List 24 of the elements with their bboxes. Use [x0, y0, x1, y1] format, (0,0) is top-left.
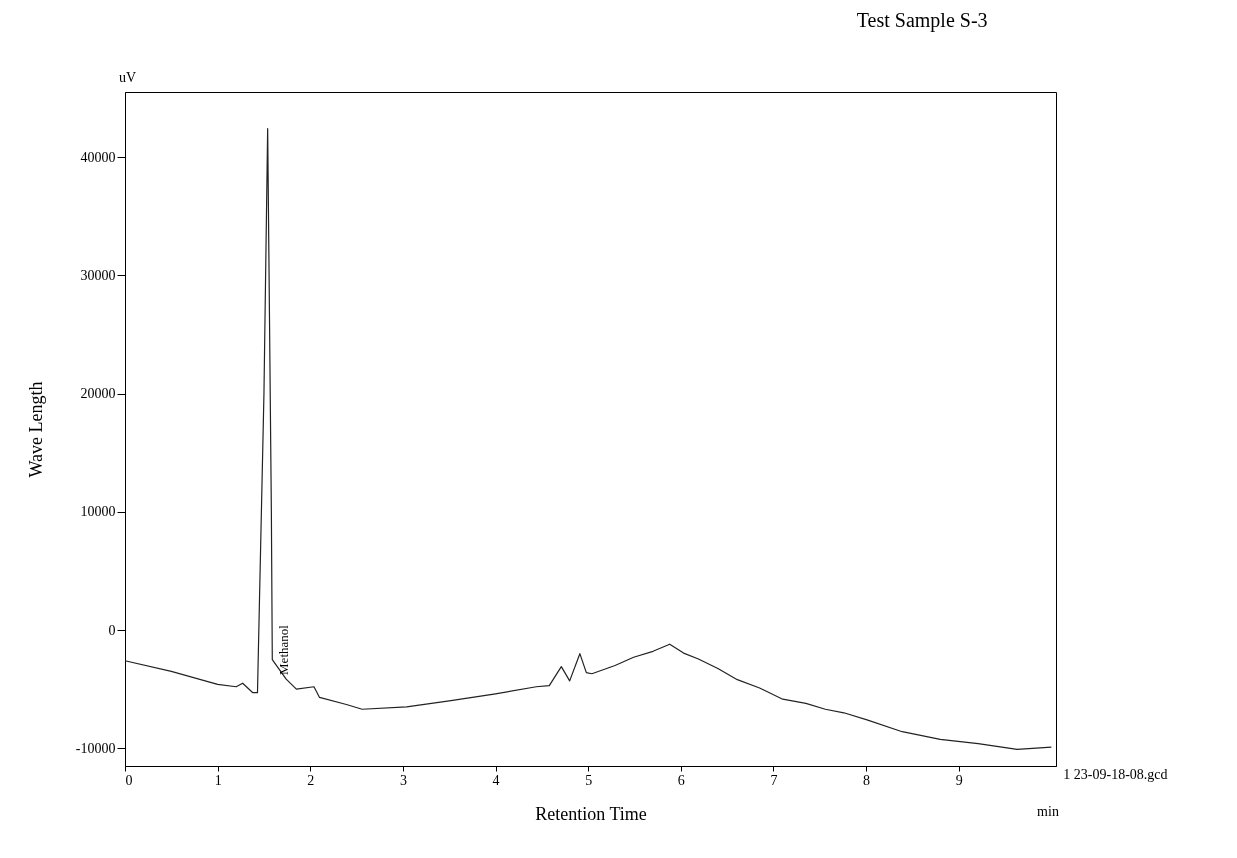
annotation: Methanol — [276, 624, 292, 675]
x-tick-label: 4 — [492, 772, 500, 788]
x-tick-label: 3 — [399, 772, 407, 788]
x-tick-label: 2 — [307, 772, 315, 788]
line-series — [124, 128, 1052, 751]
x-tick-label: 9 — [955, 772, 963, 788]
y-tick-label: 10000 — [80, 504, 116, 520]
y-tick-label: 20000 — [80, 386, 116, 402]
x-tick-label: 5 — [585, 772, 593, 788]
x-tick-label: 1 — [214, 772, 222, 788]
text: min — [1037, 804, 1059, 819]
x-tick-label: 6 — [677, 772, 685, 788]
y-tick-label: 0 — [108, 622, 116, 638]
x-tick-label: 8 — [863, 772, 871, 788]
x-axis-title: Retention Time — [535, 803, 647, 824]
y-axis-title: Wave Length — [25, 381, 46, 478]
y-tick-label: -10000 — [75, 740, 116, 756]
y-tick-label: 40000 — [80, 149, 116, 165]
x-tick-label: 7 — [770, 772, 778, 788]
x-tick-label: 0 — [125, 772, 133, 788]
text: 1 23-09-18-08.gcd — [1063, 767, 1168, 783]
text: uV — [119, 70, 137, 85]
chart-title: Test Sample S-3 — [856, 9, 988, 32]
y-tick-label: 30000 — [80, 267, 116, 283]
